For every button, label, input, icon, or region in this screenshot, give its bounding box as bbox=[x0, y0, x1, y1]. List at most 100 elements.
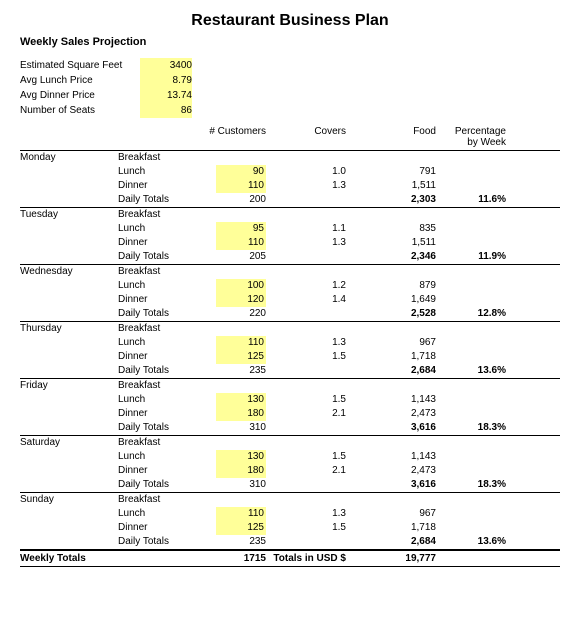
lunch-covers: 1.3 bbox=[266, 507, 346, 521]
daily-totals-label: Daily Totals bbox=[118, 364, 194, 378]
dinner-covers: 1.5 bbox=[266, 350, 346, 364]
dinner-food: 1,718 bbox=[346, 350, 436, 364]
daily-totals-label: Daily Totals bbox=[118, 535, 194, 549]
page-title: Restaurant Business Plan bbox=[20, 12, 560, 30]
lunch-covers: 1.0 bbox=[266, 165, 346, 179]
daily-totals-customers: 200 bbox=[194, 193, 266, 207]
meal-breakfast-label: Breakfast bbox=[118, 379, 194, 393]
weekly-totals-customers: 1715 bbox=[194, 553, 266, 564]
daily-totals-customers: 220 bbox=[194, 307, 266, 321]
lunch-food: 967 bbox=[346, 507, 436, 521]
day-name: Friday bbox=[20, 379, 118, 393]
param-label: Number of Seats bbox=[20, 103, 140, 118]
meal-lunch-label: Lunch bbox=[118, 279, 194, 293]
dinner-food: 1,511 bbox=[346, 236, 436, 250]
dinner-customers: 120 bbox=[194, 293, 266, 307]
dinner-customers: 110 bbox=[194, 179, 266, 193]
daily-totals-food: 3,616 bbox=[346, 421, 436, 435]
weekly-totals-row: Weekly Totals 1715 Totals in USD $ 19,77… bbox=[20, 550, 560, 567]
daily-totals-pct: 13.6% bbox=[436, 364, 506, 378]
meal-dinner-label: Dinner bbox=[118, 179, 194, 193]
dinner-customers: 110 bbox=[194, 236, 266, 250]
dinner-food: 2,473 bbox=[346, 464, 436, 478]
param-value: 8.79 bbox=[140, 73, 192, 88]
day-name: Sunday bbox=[20, 493, 118, 507]
meal-lunch-label: Lunch bbox=[118, 507, 194, 521]
day-name: Tuesday bbox=[20, 208, 118, 222]
dinner-food: 1,511 bbox=[346, 179, 436, 193]
daily-totals-customers: 205 bbox=[194, 250, 266, 264]
meal-dinner-label: Dinner bbox=[118, 236, 194, 250]
lunch-food: 1,143 bbox=[346, 393, 436, 407]
lunch-customers: 100 bbox=[194, 279, 266, 293]
param-value: 13.74 bbox=[140, 88, 192, 103]
meal-breakfast-label: Breakfast bbox=[118, 493, 194, 507]
daily-totals-label: Daily Totals bbox=[118, 307, 194, 321]
dinner-covers: 2.1 bbox=[266, 407, 346, 421]
weekly-totals-label: Weekly Totals bbox=[20, 553, 118, 564]
col-pct: Percentage by Week bbox=[436, 126, 506, 148]
lunch-covers: 1.2 bbox=[266, 279, 346, 293]
daily-totals-food: 2,346 bbox=[346, 250, 436, 264]
dinner-covers: 1.3 bbox=[266, 179, 346, 193]
meal-breakfast-label: Breakfast bbox=[118, 322, 194, 336]
daily-totals-food: 3,616 bbox=[346, 478, 436, 492]
daily-totals-food: 2,684 bbox=[346, 364, 436, 378]
meal-dinner-label: Dinner bbox=[118, 521, 194, 535]
meal-breakfast-label: Breakfast bbox=[118, 265, 194, 279]
meal-lunch-label: Lunch bbox=[118, 393, 194, 407]
day-block: MondayBreakfastLunch901.0791Dinner1101.3… bbox=[20, 151, 560, 208]
lunch-customers: 95 bbox=[194, 222, 266, 236]
day-block: TuesdayBreakfastLunch951.1835Dinner1101.… bbox=[20, 208, 560, 265]
day-block: FridayBreakfastLunch1301.51,143Dinner180… bbox=[20, 379, 560, 436]
daily-totals-label: Daily Totals bbox=[118, 250, 194, 264]
meal-dinner-label: Dinner bbox=[118, 464, 194, 478]
day-name: Monday bbox=[20, 151, 118, 165]
daily-totals-customers: 235 bbox=[194, 535, 266, 549]
lunch-covers: 1.5 bbox=[266, 393, 346, 407]
daily-totals-label: Daily Totals bbox=[118, 478, 194, 492]
daily-totals-food: 2,528 bbox=[346, 307, 436, 321]
dinner-covers: 1.3 bbox=[266, 236, 346, 250]
section-subtitle: Weekly Sales Projection bbox=[20, 36, 560, 48]
param-value: 86 bbox=[140, 103, 192, 118]
daily-totals-food: 2,684 bbox=[346, 535, 436, 549]
lunch-food: 879 bbox=[346, 279, 436, 293]
day-block: WednesdayBreakfastLunch1001.2879Dinner12… bbox=[20, 265, 560, 322]
days-container: MondayBreakfastLunch901.0791Dinner1101.3… bbox=[20, 151, 560, 550]
dinner-covers: 2.1 bbox=[266, 464, 346, 478]
dinner-customers: 180 bbox=[194, 464, 266, 478]
day-name: Thursday bbox=[20, 322, 118, 336]
col-customers: # Customers bbox=[194, 126, 266, 148]
dinner-food: 1,649 bbox=[346, 293, 436, 307]
meal-breakfast-label: Breakfast bbox=[118, 151, 194, 165]
meal-breakfast-label: Breakfast bbox=[118, 436, 194, 450]
page: Restaurant Business Plan Weekly Sales Pr… bbox=[0, 0, 580, 644]
daily-totals-pct: 18.3% bbox=[436, 478, 506, 492]
meal-dinner-label: Dinner bbox=[118, 350, 194, 364]
lunch-food: 1,143 bbox=[346, 450, 436, 464]
weekly-totals-food: 19,777 bbox=[346, 553, 436, 564]
daily-totals-pct: 11.9% bbox=[436, 250, 506, 264]
lunch-customers: 110 bbox=[194, 336, 266, 350]
day-block: SaturdayBreakfastLunch1301.51,143Dinner1… bbox=[20, 436, 560, 493]
meal-lunch-label: Lunch bbox=[118, 450, 194, 464]
dinner-food: 1,718 bbox=[346, 521, 436, 535]
params-block: Estimated Square Feet 3400 Avg Lunch Pri… bbox=[20, 58, 560, 118]
dinner-covers: 1.5 bbox=[266, 521, 346, 535]
daily-totals-pct: 11.6% bbox=[436, 193, 506, 207]
param-label: Avg Lunch Price bbox=[20, 73, 140, 88]
daily-totals-pct: 13.6% bbox=[436, 535, 506, 549]
daily-totals-pct: 12.8% bbox=[436, 307, 506, 321]
lunch-covers: 1.3 bbox=[266, 336, 346, 350]
daily-totals-food: 2,303 bbox=[346, 193, 436, 207]
dinner-customers: 180 bbox=[194, 407, 266, 421]
col-covers: Covers bbox=[266, 126, 346, 148]
lunch-customers: 130 bbox=[194, 393, 266, 407]
lunch-covers: 1.5 bbox=[266, 450, 346, 464]
param-value: 3400 bbox=[140, 58, 192, 73]
daily-totals-label: Daily Totals bbox=[118, 421, 194, 435]
lunch-food: 967 bbox=[346, 336, 436, 350]
day-block: SundayBreakfastLunch1101.3967Dinner1251.… bbox=[20, 493, 560, 550]
dinner-customers: 125 bbox=[194, 350, 266, 364]
